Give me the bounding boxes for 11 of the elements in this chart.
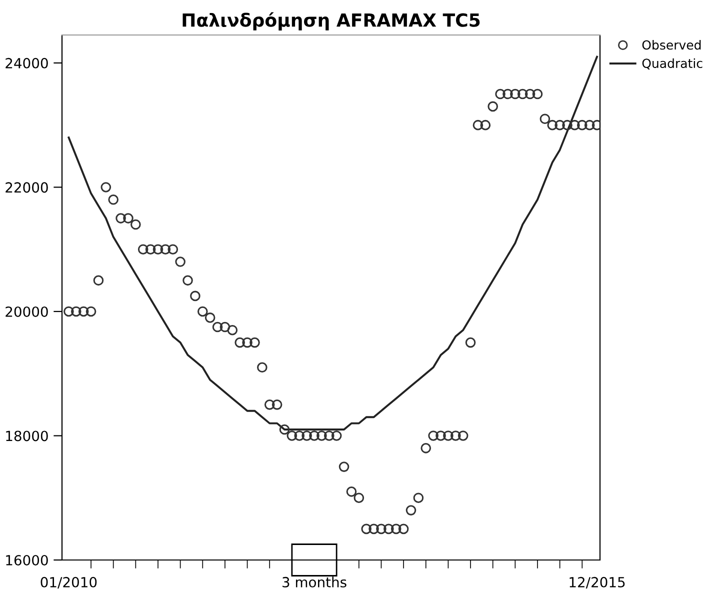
y-tick-label: 20000: [6, 306, 48, 317]
y-tick-label: 18000: [6, 430, 48, 442]
x-tick-label: 01/2010: [40, 576, 97, 589]
x-tick-label: 12/2015: [570, 576, 625, 589]
y-tick-label: 16000: [6, 554, 48, 566]
x-tick-label: 3 months: [282, 576, 346, 588]
y-tick-label: 22000: [6, 182, 48, 193]
y-tick-label: 24000: [6, 58, 48, 68]
legend-label: Quadratic: [642, 58, 702, 70]
chart-title: Παλινδρόμηση AFRAMAX TC5: [182, 12, 480, 30]
legend-label: Observed: [642, 40, 701, 50]
